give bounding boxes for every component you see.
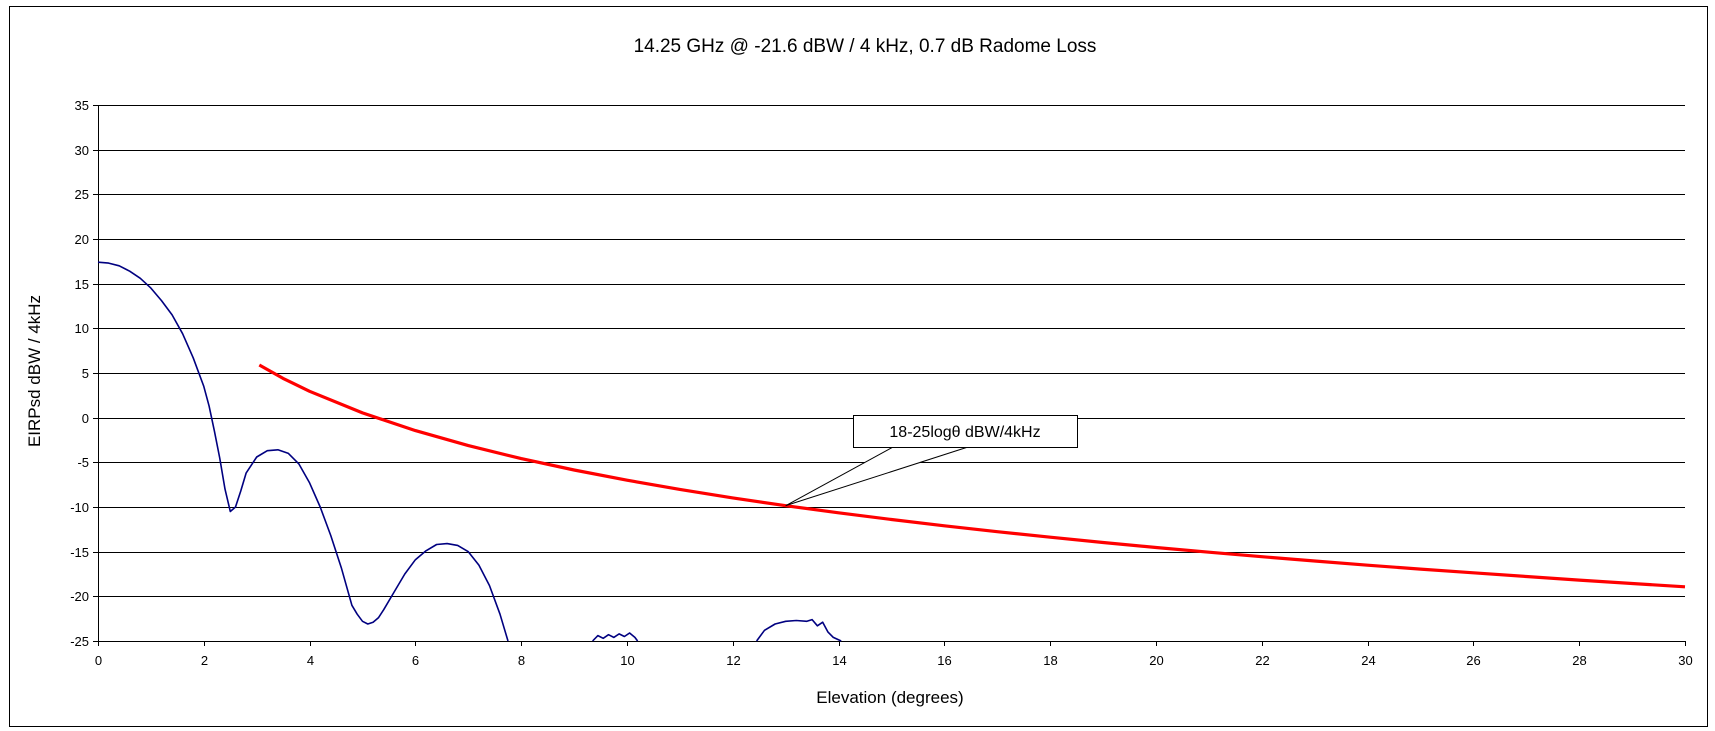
y-tick-label: 30 [75, 143, 89, 158]
x-tick-label: 2 [201, 653, 208, 668]
x-tick-label: 8 [518, 653, 525, 668]
x-tick-label: 28 [1572, 653, 1586, 668]
x-tick-label: 24 [1361, 653, 1375, 668]
callout-pointer-line [785, 446, 894, 507]
mask-limit-line [258, 363, 1686, 589]
x-tick-label: 30 [1678, 653, 1692, 668]
antenna-pattern-line [755, 618, 842, 642]
x-tick-label: 0 [95, 653, 102, 668]
x-tick-label: 18 [1043, 653, 1057, 668]
y-tick-label: 0 [82, 411, 89, 426]
chart-frame [9, 6, 1708, 727]
series-layer [97, 261, 1686, 642]
x-tick-label: 10 [620, 653, 634, 668]
x-tick-label: 22 [1255, 653, 1269, 668]
x-tick-label: 4 [307, 653, 314, 668]
y-tick-label: 5 [82, 366, 89, 381]
y-tick-label: -5 [77, 455, 89, 470]
y-tick-label: 35 [75, 98, 89, 113]
x-tick-label: 20 [1149, 653, 1163, 668]
y-tick-label: -10 [70, 500, 89, 515]
y-tick-label: -15 [70, 545, 89, 560]
y-axis-title: EIRPsd dBW / 4kHz [25, 295, 44, 447]
y-tick-label: -25 [70, 634, 89, 649]
y-tick-label: -20 [70, 589, 89, 604]
x-axis-title: Elevation (degrees) [816, 688, 963, 707]
x-tick-label: 6 [412, 653, 419, 668]
y-tick-label: 15 [75, 277, 89, 292]
antenna-pattern-line [97, 261, 509, 642]
y-tick-label: 10 [75, 321, 89, 336]
callout-box [853, 415, 1078, 448]
y-tick-label: 25 [75, 187, 89, 202]
callout-label: 18-25logθ dBW/4kHz [889, 424, 1040, 441]
chart-title: 14.25 GHz @ -21.6 dBW / 4 kHz, 0.7 dB Ra… [634, 36, 1097, 57]
antenna-pattern-line [592, 632, 639, 642]
callout-pointer-line [785, 446, 969, 507]
annotation-layer: 18-25logθ dBW/4kHz [785, 415, 1078, 507]
x-tick-label: 26 [1466, 653, 1480, 668]
y-tick-label: 20 [75, 232, 89, 247]
x-tick-label: 16 [937, 653, 951, 668]
x-tick-label: 12 [726, 653, 740, 668]
x-tick-label: 14 [832, 653, 846, 668]
